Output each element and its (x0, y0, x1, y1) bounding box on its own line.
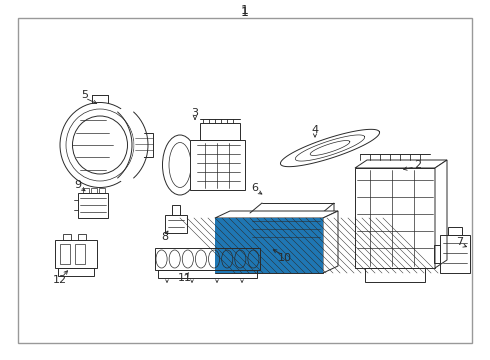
Text: 5: 5 (81, 90, 89, 100)
Bar (78, 193, 108, 218)
Bar (448, 227, 462, 235)
Polygon shape (190, 140, 245, 190)
Bar (91, 188, 97, 193)
Polygon shape (250, 213, 322, 243)
Text: 1: 1 (241, 5, 249, 18)
Bar (200, 123, 240, 140)
Text: 7: 7 (457, 237, 464, 247)
Text: 6: 6 (251, 183, 259, 193)
Ellipse shape (60, 103, 140, 188)
Text: 3: 3 (192, 108, 198, 118)
Bar (215, 218, 323, 273)
Bar (75, 244, 85, 264)
Bar (158, 270, 257, 278)
Ellipse shape (73, 116, 127, 174)
Text: 8: 8 (161, 232, 169, 242)
Bar (58, 268, 94, 276)
Bar (365, 268, 425, 282)
Bar (434, 245, 440, 263)
Ellipse shape (163, 135, 197, 195)
Bar (172, 205, 180, 215)
Bar (440, 235, 470, 273)
Text: 2: 2 (415, 160, 421, 170)
Text: 4: 4 (312, 125, 318, 135)
Text: 11: 11 (178, 273, 192, 283)
Polygon shape (435, 160, 447, 268)
Bar (55, 240, 97, 268)
Text: 1: 1 (241, 4, 249, 17)
Bar (165, 215, 187, 233)
Bar (78, 234, 86, 240)
Polygon shape (250, 233, 334, 243)
Bar (99, 188, 105, 193)
Polygon shape (355, 160, 447, 168)
Text: 12: 12 (53, 275, 67, 285)
Text: 10: 10 (278, 253, 292, 263)
Bar (355, 168, 435, 268)
Polygon shape (322, 203, 334, 243)
Bar (83, 188, 89, 193)
Polygon shape (215, 211, 338, 218)
Polygon shape (323, 211, 338, 273)
Bar (63, 234, 71, 240)
Bar (135, 133, 153, 157)
Text: 9: 9 (74, 180, 81, 190)
Bar (60, 244, 70, 264)
Bar (215, 218, 323, 273)
Bar (155, 248, 260, 270)
